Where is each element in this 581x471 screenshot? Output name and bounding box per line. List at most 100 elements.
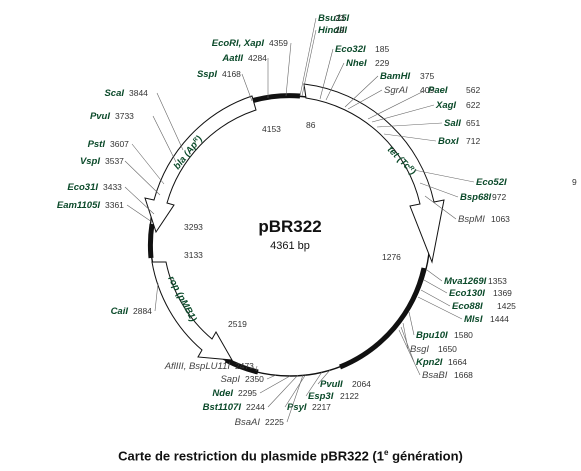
site-leader-line xyxy=(423,279,448,294)
site-leader-line xyxy=(299,17,317,97)
site-enzyme-label: BsaAI xyxy=(235,417,261,428)
site-enzyme-label: Bsu15I xyxy=(318,13,350,24)
site-enzyme-label: SapI xyxy=(220,374,240,385)
site-enzyme-label: BoxI xyxy=(438,136,459,147)
site-enzyme-label: AflIII, BspLU11I xyxy=(164,361,231,372)
site-position: 1353 xyxy=(488,276,507,286)
site-leader-line xyxy=(284,373,307,408)
site-enzyme-label: MlsI xyxy=(464,314,483,325)
site-position: 3733 xyxy=(115,111,134,121)
site-enzyme-label: BamHI xyxy=(380,71,410,82)
site-position: 9 xyxy=(572,177,577,187)
site-position: 409 xyxy=(420,85,434,95)
inner-pos: 2519 xyxy=(228,319,247,329)
site-enzyme-label: Bsp68I xyxy=(460,192,492,203)
site-position: 2350 xyxy=(245,374,264,384)
site-enzyme-label: HindIII xyxy=(318,25,347,36)
site-leader-line xyxy=(152,115,177,163)
site-enzyme-label: SgrAI xyxy=(384,85,408,96)
site-leader-line xyxy=(286,374,304,423)
site-leader-line xyxy=(376,122,443,128)
site-leader-line xyxy=(426,269,443,282)
site-position: 972 xyxy=(492,192,506,202)
site-leader-line xyxy=(319,48,334,100)
site-position: 4359 xyxy=(269,38,288,48)
site-enzyme-label: AatII xyxy=(221,53,243,64)
inner-pos: 3133 xyxy=(184,250,203,260)
site-position: 29 xyxy=(335,25,345,35)
site-leader-line xyxy=(420,289,451,307)
site-position: 1444 xyxy=(490,314,509,324)
site-enzyme-label: Bst1107I xyxy=(203,402,242,413)
site-position: 375 xyxy=(420,71,434,81)
inner-pos: 86 xyxy=(306,120,316,130)
plasmid-name: pBR322 xyxy=(258,217,321,236)
site-enzyme-label: Bpu10I xyxy=(416,330,448,341)
site-leader-line xyxy=(285,42,292,97)
site-position: 185 xyxy=(375,44,389,54)
site-enzyme-label: XagI xyxy=(435,100,456,111)
site-enzyme-label: Eco88I xyxy=(452,301,483,312)
site-leader-line xyxy=(124,160,161,196)
site-position: 1650 xyxy=(438,344,457,354)
plasmid-size: 4361 bp xyxy=(270,240,310,252)
inner-pos: 3293 xyxy=(184,222,203,232)
site-enzyme-label: SalI xyxy=(444,118,461,129)
thick-segment-right xyxy=(339,267,427,370)
bla-gene-arrow xyxy=(144,95,257,234)
site-leader-line xyxy=(305,371,323,397)
thick-segment-top xyxy=(247,93,301,105)
site-leader-line xyxy=(255,365,258,372)
site-position: 2295 xyxy=(238,388,257,398)
site-position: 1063 xyxy=(491,214,510,224)
site-position: 3537 xyxy=(105,156,124,166)
site-enzyme-label: SspI xyxy=(197,69,217,80)
site-enzyme-label: Kpn2I xyxy=(416,357,443,368)
site-position: 3433 xyxy=(103,182,122,192)
site-position: 2064 xyxy=(352,379,371,389)
site-leader-line xyxy=(259,375,291,394)
site-enzyme-label: NheI xyxy=(346,58,367,69)
site-position: 23 xyxy=(335,13,345,23)
site-leader-line xyxy=(241,73,253,102)
site-leader-line xyxy=(131,143,165,185)
site-enzyme-label: Esp3I xyxy=(308,391,334,402)
site-enzyme-label: CaiI xyxy=(111,306,129,317)
site-enzyme-label: BsgI xyxy=(410,344,429,355)
site-leader-line xyxy=(400,326,415,363)
site-position: 3607 xyxy=(110,139,129,149)
site-position: 3844 xyxy=(129,88,148,98)
figure-caption: Carte de restriction du plasmide pBR322 … xyxy=(118,448,463,464)
site-enzyme-label: Eco52I xyxy=(476,177,507,188)
site-leader-line xyxy=(383,133,437,142)
site-leader-line xyxy=(413,169,475,183)
site-leader-line xyxy=(154,282,159,312)
site-leader-line xyxy=(371,104,435,123)
site-leader-line xyxy=(267,374,299,408)
site-position: 2217 xyxy=(312,402,331,412)
inner-pos: 4153 xyxy=(262,124,281,134)
site-leader-line xyxy=(417,296,463,320)
site-enzyme-label: VspI xyxy=(80,156,100,167)
site-position: 1580 xyxy=(454,330,473,340)
site-leader-line xyxy=(424,195,457,220)
site-position: 1425 xyxy=(497,301,516,311)
site-leader-line xyxy=(317,369,331,385)
site-leader-line xyxy=(156,92,184,151)
site-position: 4168 xyxy=(222,69,241,79)
site-position: 562 xyxy=(466,85,480,95)
site-position: 651 xyxy=(466,118,480,128)
site-position: 1369 xyxy=(493,288,512,298)
site-enzyme-label: PaeI xyxy=(428,85,448,96)
site-position: 2122 xyxy=(340,391,359,401)
site-enzyme-label: Mva1269I xyxy=(444,276,487,287)
site-enzyme-label: Eco31I xyxy=(67,182,98,193)
thick-segment-left xyxy=(147,223,155,259)
site-enzyme-label: PstI xyxy=(88,139,106,150)
inner-pos: 1276 xyxy=(382,252,401,262)
site-position: 2884 xyxy=(133,306,152,316)
site-enzyme-label: Eam1105I xyxy=(57,200,100,211)
site-position: 622 xyxy=(466,100,480,110)
